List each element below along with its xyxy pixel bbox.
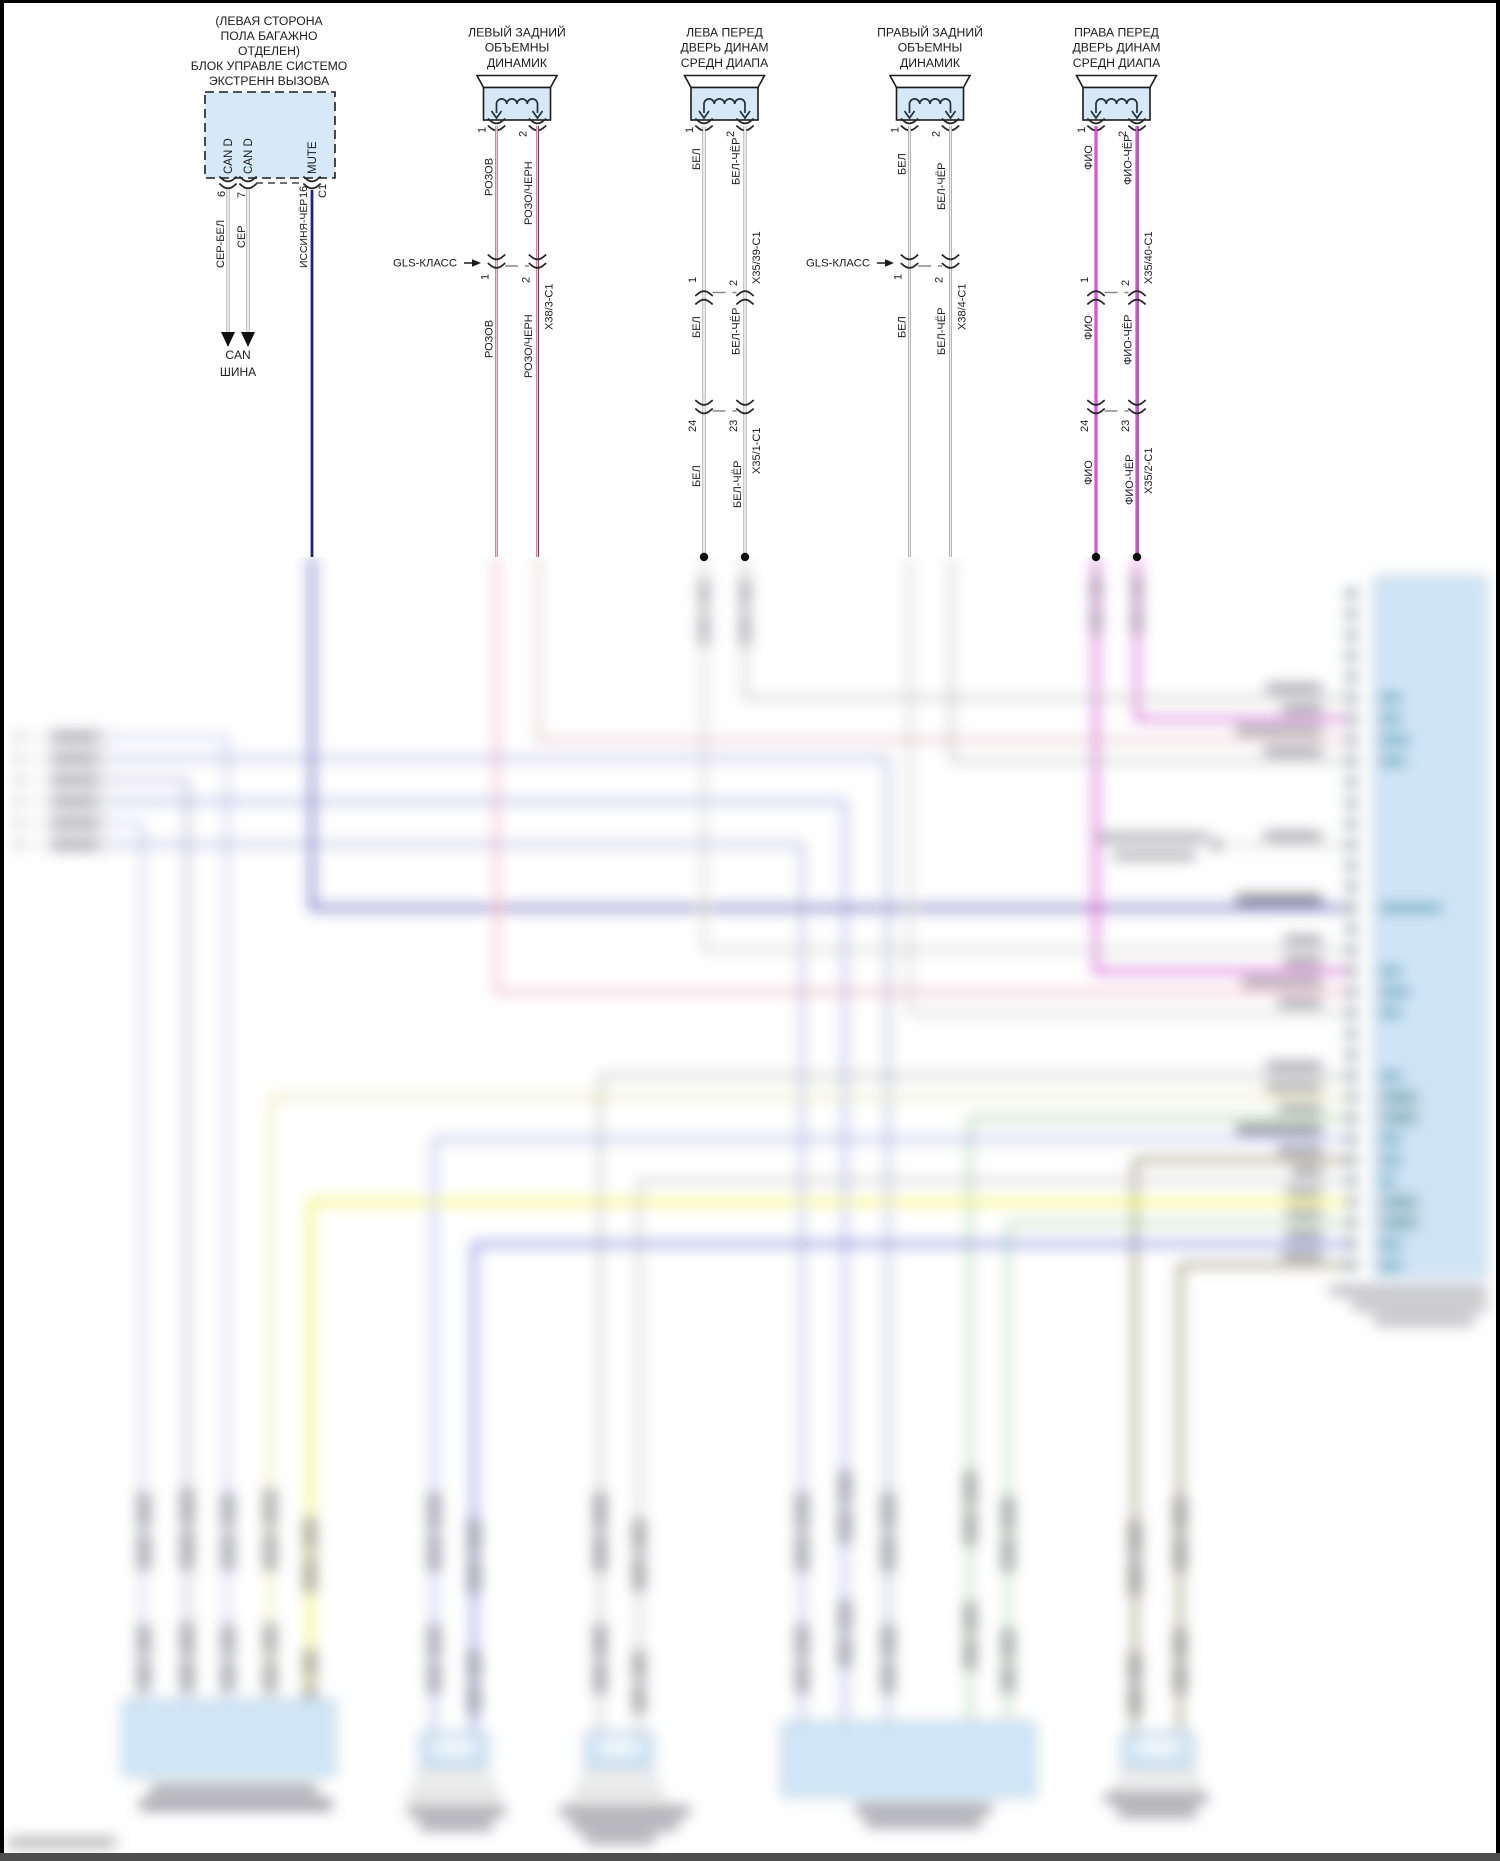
svg-text:ОБЪЕМНЫ: ОБЪЕМНЫ xyxy=(485,41,550,55)
svg-text:ОБЪЕМНЫ: ОБЪЕМНЫ xyxy=(898,41,963,55)
svg-text:2: 2 xyxy=(518,131,530,137)
svg-text:ИССИНЯ-ЧЁР: ИССИНЯ-ЧЁР xyxy=(298,199,310,268)
svg-text:X35/40-C1: X35/40-C1 xyxy=(1143,231,1155,284)
svg-text:1: 1 xyxy=(480,274,492,280)
svg-text:БЕЛ-ЧЁР: БЕЛ-ЧЁР xyxy=(731,308,743,355)
svg-text:7: 7 xyxy=(236,192,248,198)
svg-text:БЕЛ: БЕЛ xyxy=(691,148,703,170)
svg-text:2: 2 xyxy=(934,277,946,283)
svg-text:БЕЛ: БЕЛ xyxy=(691,465,703,487)
svg-text:ДИНАМИК: ДИНАМИК xyxy=(487,56,548,70)
svg-text:CAN D: CAN D xyxy=(223,138,235,174)
svg-text:СЕР-БЕЛ: СЕР-БЕЛ xyxy=(215,220,227,268)
svg-text:C1: C1 xyxy=(317,184,329,198)
svg-text:ФИО: ФИО xyxy=(1083,145,1095,170)
svg-text:ОТДЕЛЕН): ОТДЕЛЕН) xyxy=(238,44,300,58)
svg-text:1: 1 xyxy=(684,127,696,133)
svg-text:1: 1 xyxy=(477,127,489,133)
svg-text:РОЗО/ЧЕРН: РОЗО/ЧЕРН xyxy=(523,161,535,225)
svg-text:CAN: CAN xyxy=(225,348,250,362)
svg-text:1: 1 xyxy=(890,127,902,133)
svg-text:ЛЕВЫЙ ЗАДНИЙ: ЛЕВЫЙ ЗАДНИЙ xyxy=(468,25,566,40)
svg-text:ШИНА: ШИНА xyxy=(220,365,256,379)
svg-text:ФИО-ЧЁР: ФИО-ЧЁР xyxy=(1123,315,1135,366)
svg-text:(ЛЕВАЯ СТОРОНА: (ЛЕВАЯ СТОРОНА xyxy=(215,14,323,28)
svg-text:23: 23 xyxy=(728,420,740,432)
svg-text:1: 1 xyxy=(687,277,699,283)
svg-text:23: 23 xyxy=(1120,420,1132,432)
svg-text:1: 1 xyxy=(893,274,905,280)
svg-text:РОЗОВ: РОЗОВ xyxy=(484,320,496,358)
svg-text:БЕЛ-ЧЁР: БЕЛ-ЧЁР xyxy=(732,461,744,508)
svg-text:ПРАВА ПЕРЕД: ПРАВА ПЕРЕД xyxy=(1074,26,1160,40)
svg-text:ФИО-ЧЁР: ФИО-ЧЁР xyxy=(1124,455,1136,506)
svg-text:6: 6 xyxy=(216,191,228,197)
svg-text:2: 2 xyxy=(725,131,737,137)
svg-text:MUTE: MUTE xyxy=(307,141,319,174)
svg-text:СЕР: СЕР xyxy=(236,225,248,248)
svg-text:БЕЛ-ЧЁР: БЕЛ-ЧЁР xyxy=(731,138,743,185)
svg-text:СРЕДН ДИАПА: СРЕДН ДИАПА xyxy=(681,56,769,70)
svg-text:ПОЛА БАГАЖНО: ПОЛА БАГАЖНО xyxy=(221,29,318,43)
svg-text:ЭКСТРЕНН ВЫЗОВА: ЭКСТРЕНН ВЫЗОВА xyxy=(209,74,330,88)
svg-text:ДИНАМИК: ДИНАМИК xyxy=(900,56,961,70)
svg-text:CAN D: CAN D xyxy=(243,138,255,174)
svg-text:X35/39-C1: X35/39-C1 xyxy=(751,231,763,284)
svg-text:ФИО-ЧЁР: ФИО-ЧЁР xyxy=(1123,135,1135,186)
svg-text:X35/2-C1: X35/2-C1 xyxy=(1143,448,1155,494)
svg-text:GLS-КЛАСС: GLS-КЛАСС xyxy=(806,258,870,270)
svg-text:24: 24 xyxy=(1079,420,1091,432)
svg-text:ПРАВЫЙ ЗАДНИЙ: ПРАВЫЙ ЗАДНИЙ xyxy=(877,25,983,40)
svg-text:2: 2 xyxy=(1117,131,1129,137)
svg-text:РОЗО/ЧЕРН: РОЗО/ЧЕРН xyxy=(523,314,535,378)
svg-text:X38/3-C1: X38/3-C1 xyxy=(544,284,556,330)
svg-text:БЕЛ: БЕЛ xyxy=(691,316,703,338)
svg-text:СРЕДН ДИАПА: СРЕДН ДИАПА xyxy=(1073,56,1161,70)
svg-text:ДВЕРЬ ДИНАМ: ДВЕРЬ ДИНАМ xyxy=(1072,41,1160,55)
svg-text:1: 1 xyxy=(1076,127,1088,133)
svg-text:РОЗОВ: РОЗОВ xyxy=(484,158,496,196)
svg-text:БЕЛ-ЧЁР: БЕЛ-ЧЁР xyxy=(936,308,948,355)
svg-text:2: 2 xyxy=(521,277,533,283)
svg-text:ДВЕРЬ ДИНАМ: ДВЕРЬ ДИНАМ xyxy=(680,41,768,55)
svg-text:БЕЛ: БЕЛ xyxy=(897,316,909,338)
svg-text:2: 2 xyxy=(728,280,740,286)
svg-text:GLS-КЛАСС: GLS-КЛАСС xyxy=(393,258,457,270)
svg-text:24: 24 xyxy=(687,420,699,432)
svg-text:ФИО: ФИО xyxy=(1083,460,1095,485)
svg-text:ЛЕВА ПЕРЕД: ЛЕВА ПЕРЕД xyxy=(686,26,764,40)
svg-text:ФИО: ФИО xyxy=(1083,315,1095,340)
svg-text:X35/1-C1: X35/1-C1 xyxy=(751,428,763,474)
svg-text:БЕЛ: БЕЛ xyxy=(897,153,909,175)
svg-text:16: 16 xyxy=(298,186,310,198)
svg-text:2: 2 xyxy=(931,131,943,137)
svg-text:БЛОК УПРАВЛЕ СИСТЕМО: БЛОК УПРАВЛЕ СИСТЕМО xyxy=(191,59,348,73)
svg-text:БЕЛ-ЧЁР: БЕЛ-ЧЁР xyxy=(936,163,948,210)
svg-text:X38/4-C1: X38/4-C1 xyxy=(957,284,969,330)
svg-text:1: 1 xyxy=(1079,277,1091,283)
svg-text:2: 2 xyxy=(1120,280,1132,286)
